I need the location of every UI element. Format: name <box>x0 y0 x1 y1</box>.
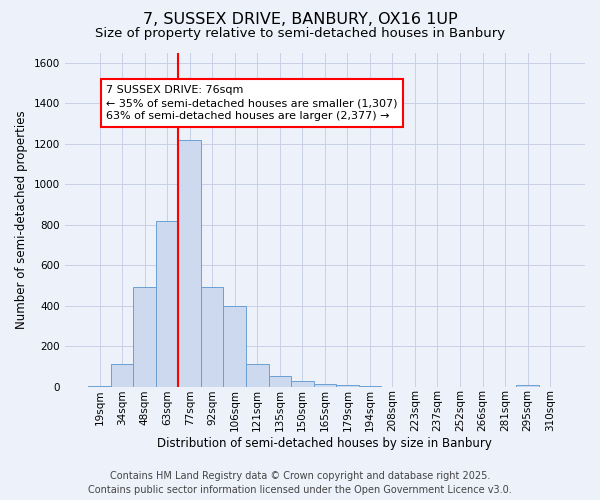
Bar <box>111 364 133 386</box>
Bar <box>156 220 178 386</box>
Bar <box>178 140 201 386</box>
Bar <box>201 288 223 386</box>
Text: Size of property relative to semi-detached houses in Banbury: Size of property relative to semi-detach… <box>95 28 505 40</box>
Bar <box>269 376 291 386</box>
Bar <box>516 384 539 386</box>
Bar <box>133 288 156 386</box>
Text: Contains HM Land Registry data © Crown copyright and database right 2025.
Contai: Contains HM Land Registry data © Crown c… <box>88 471 512 495</box>
Bar <box>314 384 336 386</box>
Bar <box>336 384 359 386</box>
Text: 7 SUSSEX DRIVE: 76sqm
← 35% of semi-detached houses are smaller (1,307)
63% of s: 7 SUSSEX DRIVE: 76sqm ← 35% of semi-deta… <box>106 85 398 122</box>
Y-axis label: Number of semi-detached properties: Number of semi-detached properties <box>15 110 28 329</box>
Bar <box>291 382 314 386</box>
X-axis label: Distribution of semi-detached houses by size in Banbury: Distribution of semi-detached houses by … <box>157 437 492 450</box>
Bar <box>246 364 269 386</box>
Text: 7, SUSSEX DRIVE, BANBURY, OX16 1UP: 7, SUSSEX DRIVE, BANBURY, OX16 1UP <box>143 12 457 28</box>
Bar <box>223 306 246 386</box>
